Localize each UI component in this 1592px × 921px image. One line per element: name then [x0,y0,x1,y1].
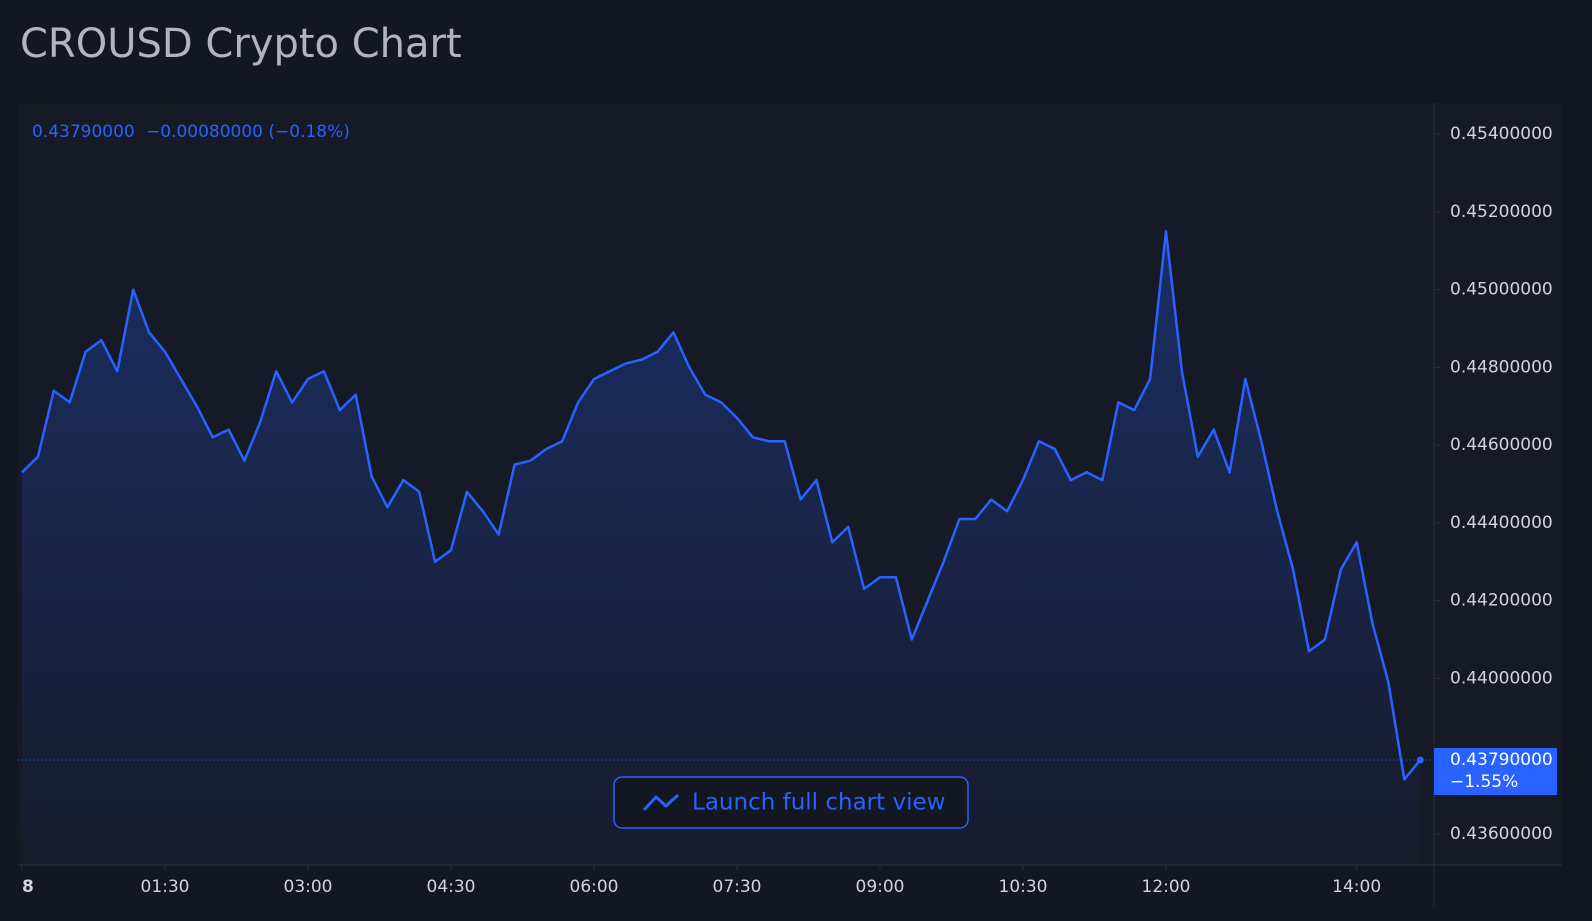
launch-button[interactable]: Launch full chart view [613,776,969,829]
x-tick-label: 06:00 [570,877,619,897]
x-tick-label: 01:30 [141,877,190,897]
x-tick-label: 8 [22,877,34,897]
last-point [1416,756,1424,764]
y-tick-label: 0.45000000 [1450,280,1553,300]
x-tick-label: 09:00 [856,877,905,897]
last-price-change: −1.55% [1450,772,1518,792]
button-icon[interactable] [642,793,680,812]
x-tick-label: 07:30 [713,877,762,897]
x-tick-label: 12:00 [1142,877,1191,897]
y-tick-label: 0.44600000 [1450,435,1553,455]
x-tick-label: 04:30 [427,877,476,897]
last-price-tag [1434,748,1557,796]
y-tick-label: 0.44200000 [1450,591,1553,611]
button-label[interactable]: Launch full chart view [692,790,945,816]
y-tick-label: 0.44400000 [1450,513,1553,533]
x-tick-label: 14:00 [1332,877,1381,897]
y-tick-label: 0.45400000 [1450,124,1553,144]
plot [21,230,1424,866]
price-line [21,230,1422,781]
x-tick-label: 03:00 [284,877,333,897]
y-tick-label: 0.44800000 [1450,357,1553,377]
y-tick-label: 0.43600000 [1450,824,1553,844]
x-tick-label: 10:30 [999,877,1048,897]
y-tick-label: 0.44000000 [1450,668,1553,688]
area [22,231,1421,866]
chart-title: CROUSD Crypto Chart [20,21,462,67]
legend-change: −0.00080000 (−0.18%) [146,122,350,142]
last-price-label: 0.43790000 [1450,750,1553,770]
legend-price: 0.43790000 [32,122,135,142]
button-frame[interactable] [613,776,969,829]
y-tick-label: 0.45200000 [1450,202,1553,222]
